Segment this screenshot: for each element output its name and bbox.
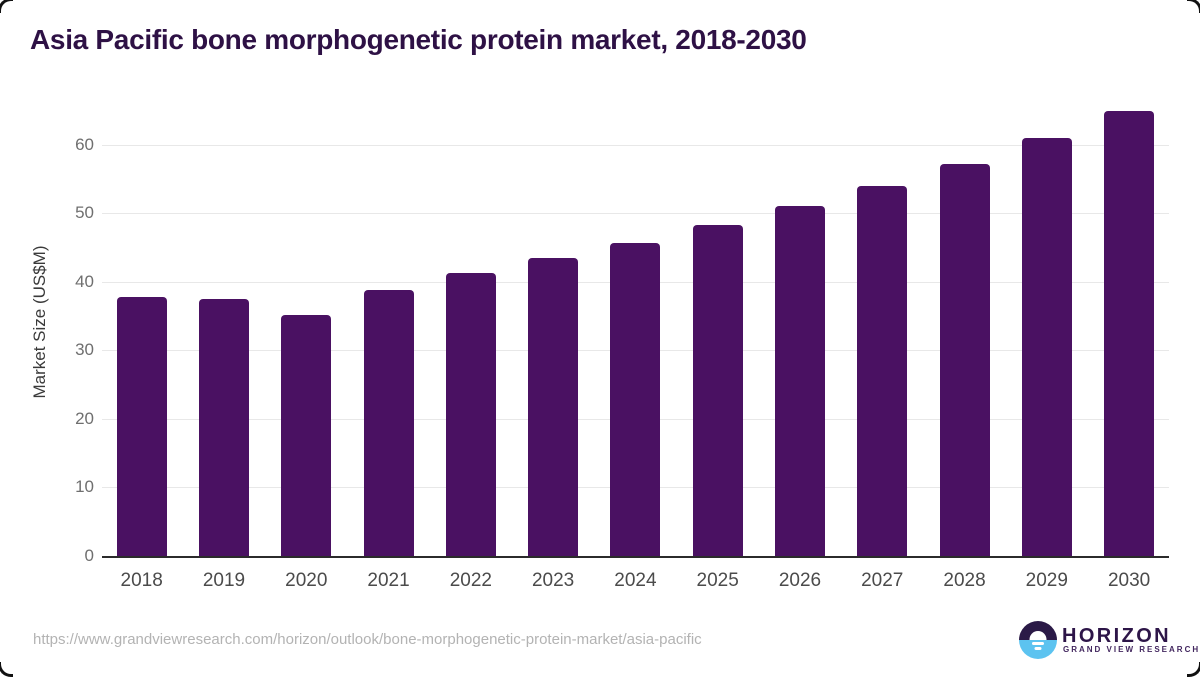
- screen-corner-artifact-top-right: [1187, 0, 1200, 13]
- x-tick-label-2022: 2022: [449, 570, 492, 591]
- bar-2021: [363, 289, 414, 556]
- sun-dome-shape: [1029, 631, 1047, 640]
- x-tick-label-2027: 2027: [861, 570, 904, 591]
- x-tick-label-2024: 2024: [614, 570, 657, 591]
- x-axis-line: [102, 556, 1169, 558]
- bar-2026: [774, 206, 825, 556]
- x-tick-label-2030: 2030: [1107, 570, 1151, 591]
- horizon-logo: HORIZON GRAND VIEW RESEARCH: [1019, 621, 1198, 661]
- y-tick-label-40: 40: [75, 271, 94, 291]
- screen-corner-artifact-top-left: [0, 0, 13, 13]
- y-tick-label-50: 50: [75, 203, 94, 223]
- bar-2024: [610, 242, 661, 556]
- x-tick-label-2026: 2026: [778, 570, 822, 591]
- y-tick-label-0: 0: [84, 546, 94, 565]
- y-tick-label-10: 10: [75, 477, 94, 497]
- bar-2022: [445, 272, 496, 556]
- bar-2018: [116, 296, 167, 556]
- x-tick-label-2021: 2021: [367, 570, 410, 591]
- source-url: https://www.grandviewresearch.com/horizo…: [33, 631, 702, 648]
- x-tick-label-2025: 2025: [696, 570, 739, 591]
- logo-name: HORIZON: [1062, 625, 1172, 647]
- bar-2029: [1021, 138, 1072, 556]
- bar-2020: [281, 314, 332, 556]
- bar-2023: [528, 258, 579, 556]
- x-tick-label-2029: 2029: [1025, 570, 1068, 591]
- y-tick-label-20: 20: [75, 408, 94, 428]
- bar-2027: [857, 185, 908, 556]
- gridline-50: [102, 213, 1169, 215]
- bar-2025: [692, 224, 743, 556]
- chart-title: Asia Pacific bone morphogenetic protein …: [30, 24, 807, 55]
- x-tick-label-2023: 2023: [531, 570, 575, 591]
- y-tick-label-30: 30: [75, 340, 94, 360]
- x-tick-label-2020: 2020: [285, 570, 328, 591]
- gridline-60: [102, 144, 1169, 146]
- sun-reflection-line: [1032, 642, 1044, 645]
- logo-subtitle: GRAND VIEW RESEARCH: [1063, 645, 1200, 654]
- x-tick-label-2019: 2019: [202, 570, 246, 591]
- x-tick-label-2028: 2028: [943, 570, 986, 591]
- x-tick-label-2018: 2018: [120, 570, 163, 591]
- bar-2019: [198, 298, 249, 556]
- y-tick-label-60: 60: [75, 134, 94, 154]
- sun-reflection-line: [1034, 647, 1042, 650]
- horizon-sunrise-icon: [1019, 621, 1057, 659]
- bar-2028: [939, 164, 990, 556]
- bar-2030: [1104, 110, 1155, 556]
